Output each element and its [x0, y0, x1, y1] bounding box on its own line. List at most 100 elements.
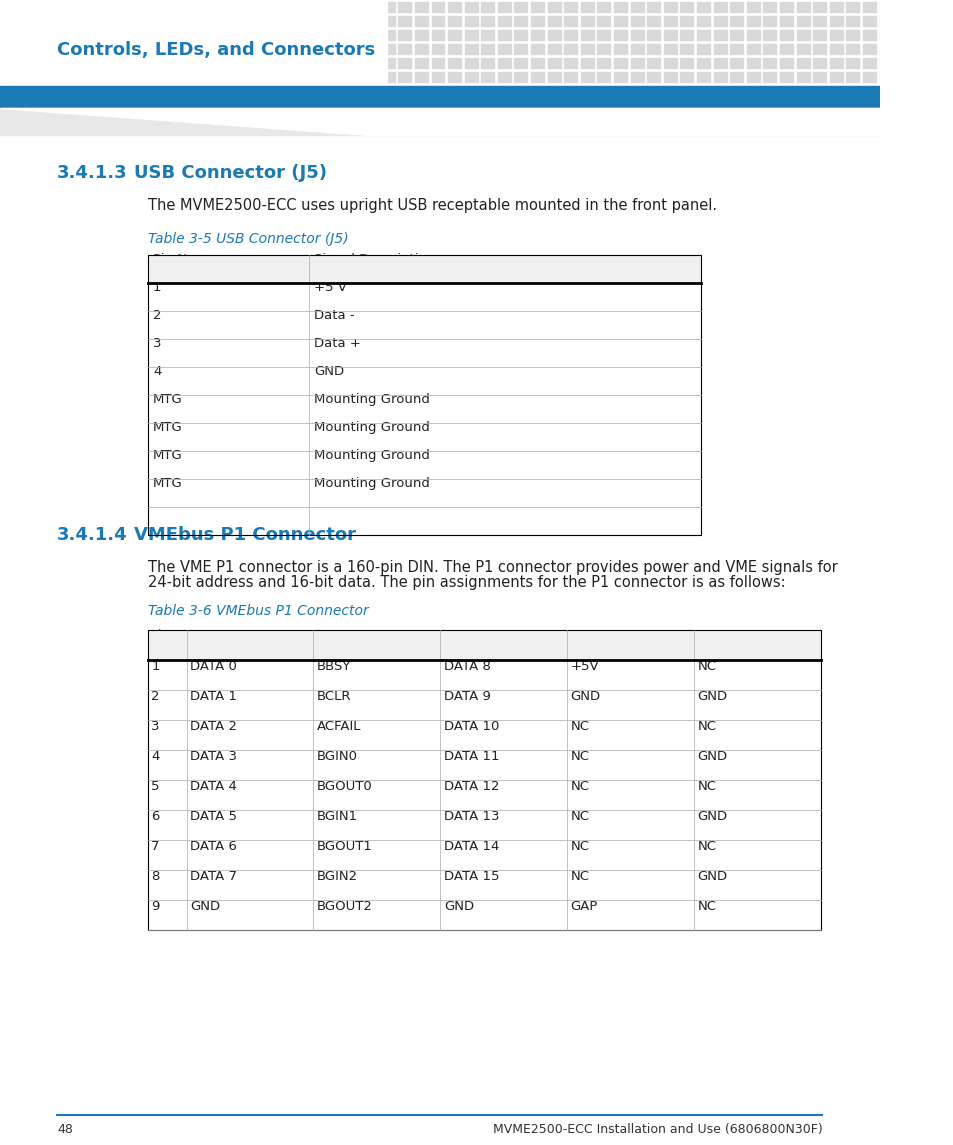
Text: GND: GND: [314, 365, 344, 378]
Text: BGOUT1: BGOUT1: [316, 840, 373, 853]
Bar: [233, 86, 245, 96]
Bar: [480, 2, 494, 11]
Text: Row D: Row D: [570, 629, 612, 642]
Text: Mounting Ground: Mounting Ground: [314, 449, 430, 461]
Bar: [464, 58, 477, 68]
Bar: [780, 72, 792, 82]
Bar: [464, 30, 477, 40]
Bar: [249, 86, 261, 96]
Bar: [663, 16, 676, 26]
Bar: [497, 58, 510, 68]
Bar: [895, 44, 908, 54]
Text: Mounting Ground: Mounting Ground: [314, 421, 430, 434]
Text: NC: NC: [697, 900, 716, 913]
Bar: [67, 16, 79, 26]
Text: Row B: Row B: [316, 629, 357, 642]
Bar: [233, 72, 245, 82]
Bar: [298, 2, 312, 11]
Text: DATA 5: DATA 5: [190, 810, 237, 823]
Bar: [332, 86, 344, 96]
Bar: [215, 16, 229, 26]
Bar: [862, 44, 875, 54]
Bar: [249, 30, 261, 40]
Bar: [398, 30, 411, 40]
Bar: [448, 30, 460, 40]
Text: GND: GND: [697, 750, 727, 763]
Bar: [67, 86, 79, 96]
Bar: [580, 44, 593, 54]
Bar: [912, 86, 924, 96]
Bar: [630, 86, 643, 96]
Bar: [597, 44, 610, 54]
Text: MTG: MTG: [152, 477, 183, 490]
Bar: [514, 86, 527, 96]
Bar: [812, 2, 825, 11]
Bar: [597, 58, 610, 68]
Bar: [780, 16, 792, 26]
Bar: [265, 86, 278, 96]
Bar: [895, 30, 908, 40]
Bar: [282, 58, 294, 68]
Bar: [348, 86, 361, 96]
Bar: [150, 72, 162, 82]
Bar: [663, 72, 676, 82]
Text: 6: 6: [152, 810, 159, 823]
Bar: [879, 72, 892, 82]
Text: The VME P1 connector is a 160-pin DIN. The P1 connector provides power and VME s: The VME P1 connector is a 160-pin DIN. T…: [148, 560, 837, 575]
Bar: [233, 2, 245, 11]
Bar: [812, 58, 825, 68]
Bar: [315, 30, 328, 40]
Bar: [348, 16, 361, 26]
Bar: [895, 86, 908, 96]
Bar: [132, 2, 146, 11]
Bar: [945, 44, 953, 54]
Text: GND: GND: [697, 690, 727, 703]
Bar: [646, 58, 659, 68]
Bar: [132, 72, 146, 82]
Bar: [812, 16, 825, 26]
Bar: [679, 58, 693, 68]
Bar: [83, 44, 96, 54]
Bar: [448, 72, 460, 82]
Bar: [132, 86, 146, 96]
Bar: [912, 30, 924, 40]
Bar: [679, 86, 693, 96]
Bar: [448, 44, 460, 54]
Bar: [862, 2, 875, 11]
Text: Data +: Data +: [314, 337, 361, 350]
Bar: [879, 16, 892, 26]
Bar: [148, 255, 700, 283]
Bar: [298, 58, 312, 68]
Bar: [332, 44, 344, 54]
Bar: [365, 16, 377, 26]
Bar: [580, 2, 593, 11]
Text: MVME2500-ECC Installation and Use (6806800N30F): MVME2500-ECC Installation and Use (68068…: [492, 1123, 821, 1136]
Bar: [697, 30, 709, 40]
Bar: [265, 16, 278, 26]
Bar: [614, 16, 626, 26]
Bar: [531, 16, 543, 26]
Bar: [762, 16, 776, 26]
Bar: [50, 86, 63, 96]
Bar: [182, 58, 195, 68]
Bar: [630, 58, 643, 68]
Bar: [464, 72, 477, 82]
Bar: [233, 30, 245, 40]
Bar: [99, 58, 112, 68]
Text: 4: 4: [152, 365, 161, 378]
Text: DATA 9: DATA 9: [443, 690, 490, 703]
Bar: [215, 86, 229, 96]
Text: NC: NC: [570, 870, 589, 883]
Text: Row A: Row A: [190, 629, 231, 642]
Bar: [282, 72, 294, 82]
Bar: [563, 72, 577, 82]
Bar: [0, 86, 879, 108]
Bar: [398, 58, 411, 68]
Bar: [298, 44, 312, 54]
Bar: [332, 2, 344, 11]
Bar: [150, 44, 162, 54]
Bar: [83, 2, 96, 11]
Text: DATA 8: DATA 8: [443, 660, 490, 673]
Bar: [713, 44, 726, 54]
Bar: [845, 72, 859, 82]
